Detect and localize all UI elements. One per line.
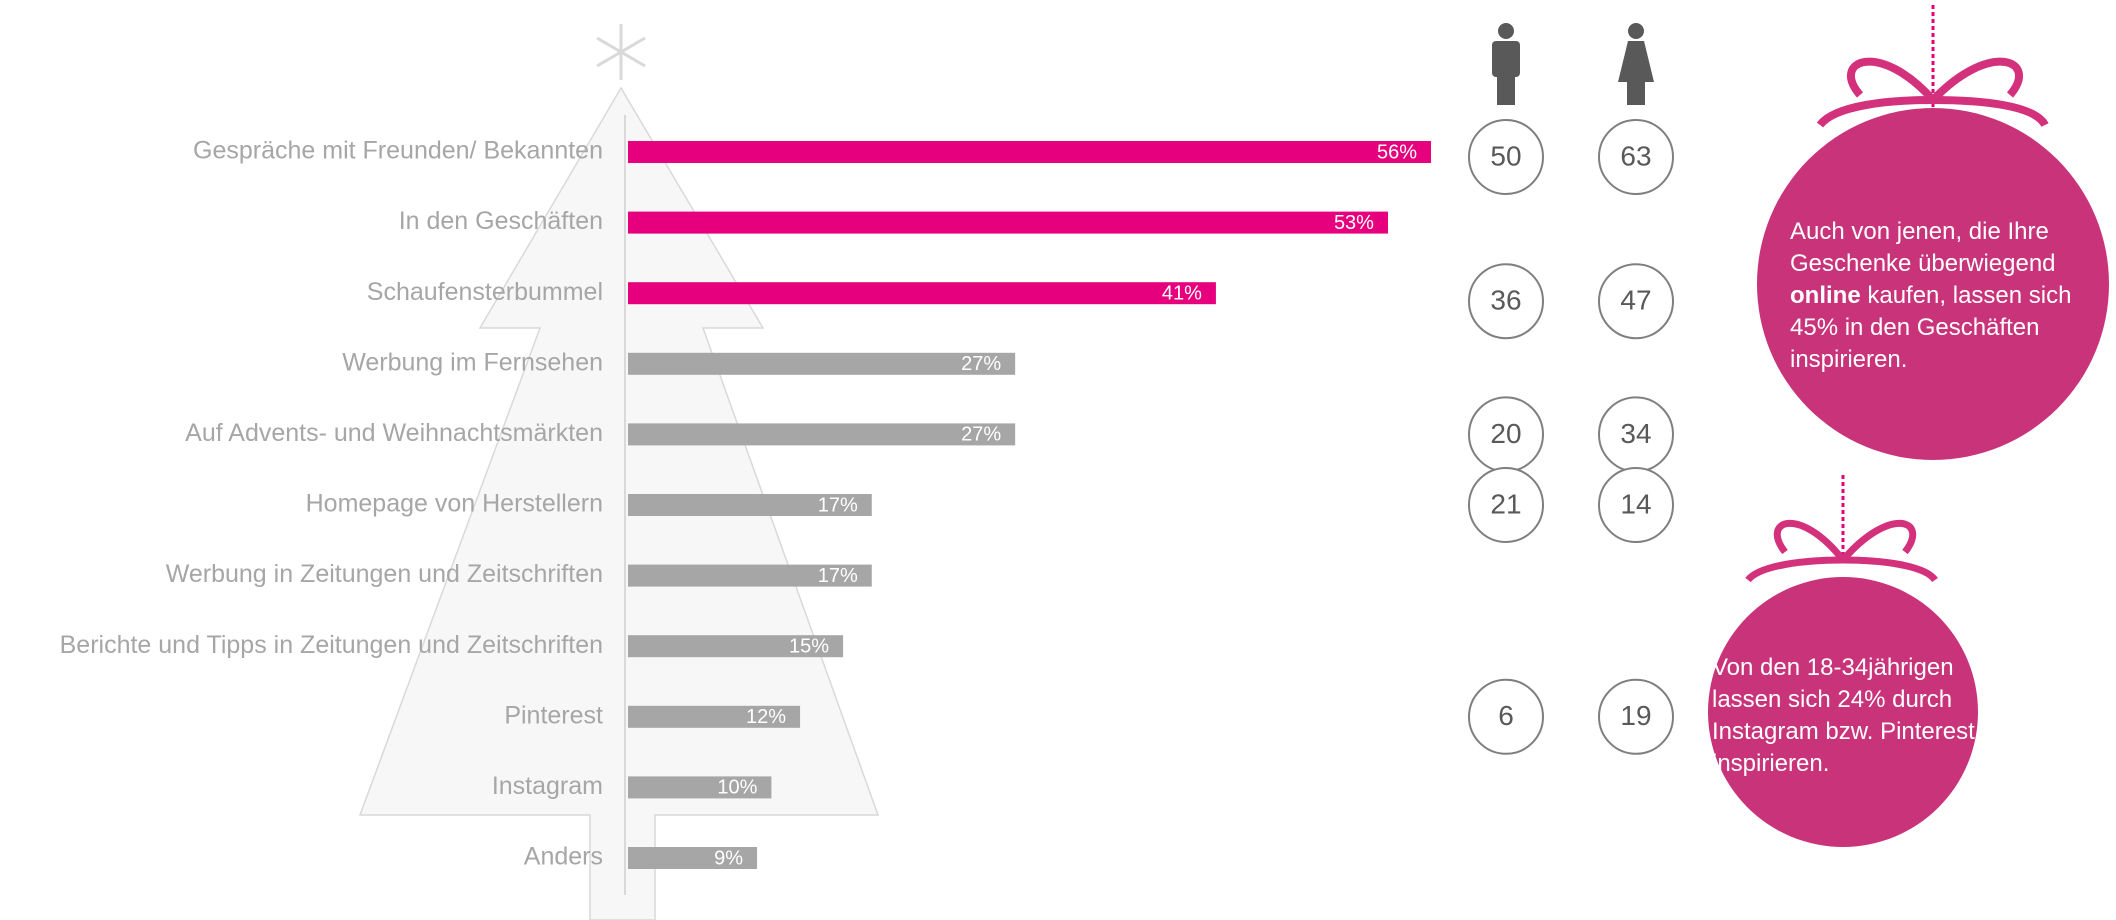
value-label: 17% [818, 565, 858, 587]
annotation-text: Von den 18-34jährigen lassen sich 24% du… [1712, 654, 1975, 777]
category-label: Auf Advents- und Weihnachtsmärkten [185, 419, 603, 447]
body [1618, 41, 1654, 82]
value-label: 41% [1162, 282, 1202, 304]
category-label: In den Geschäften [399, 207, 603, 235]
value-label: 10% [717, 777, 757, 799]
men-value: 36 [1490, 285, 1521, 316]
category-label: Anders [524, 843, 603, 871]
value-label: 12% [746, 706, 786, 728]
annotation-text: Auch von jenen, die Ihre Geschenke überw… [1790, 218, 2056, 277]
category-label: Werbung in Zeitungen und Zeitschriften [166, 560, 603, 588]
men-value: 21 [1490, 488, 1521, 519]
men-value: 20 [1490, 418, 1521, 449]
category-label: Pinterest [504, 701, 603, 729]
page: {"chart_data": {"type": "bar", "categori… [0, 0, 2116, 920]
value-label: 9% [714, 847, 743, 869]
category-label: Berichte und Tipps in Zeitungen und Zeit… [60, 631, 603, 659]
annotation: Auch von jenen, die Ihre Geschenke überw… [1790, 216, 2090, 376]
annotation-bold: online [1790, 282, 1861, 309]
value-label: 53% [1334, 212, 1374, 234]
bar [628, 282, 1216, 304]
category-label: Homepage von Herstellern [306, 490, 603, 518]
snowflake [597, 24, 645, 80]
women-value: 34 [1620, 418, 1651, 449]
body [1492, 41, 1520, 77]
women-value: 19 [1620, 700, 1651, 731]
woman-icon [1618, 23, 1654, 105]
category-label: Schaufensterbummel [367, 278, 603, 306]
bar [628, 423, 1015, 445]
head [1498, 23, 1514, 39]
bar [628, 212, 1388, 234]
value-label: 27% [961, 353, 1001, 375]
annotation: Von den 18-34jährigen lassen sich 24% du… [1712, 652, 1992, 780]
legs [1627, 80, 1645, 105]
men-value: 6 [1498, 700, 1514, 731]
man-icon [1492, 23, 1520, 105]
bar [628, 353, 1015, 375]
category-label: Gespräche mit Freunden/ Bekannten [193, 137, 603, 165]
value-label: 56% [1377, 141, 1417, 163]
legs [1497, 75, 1515, 105]
value-label: 17% [818, 494, 858, 516]
value-label: 15% [789, 635, 829, 657]
category-label: Instagram [492, 772, 603, 800]
women-value: 14 [1620, 488, 1651, 519]
value-label: 27% [961, 424, 1001, 446]
women-value: 63 [1620, 140, 1651, 171]
men-value: 50 [1490, 140, 1521, 171]
bar [628, 141, 1431, 163]
women-value: 47 [1620, 285, 1651, 316]
category-label: Werbung im Fernsehen [342, 348, 603, 376]
chart: Gespräche mit Freunden/ Bekannten56%5063… [0, 0, 2116, 920]
head [1628, 23, 1644, 39]
